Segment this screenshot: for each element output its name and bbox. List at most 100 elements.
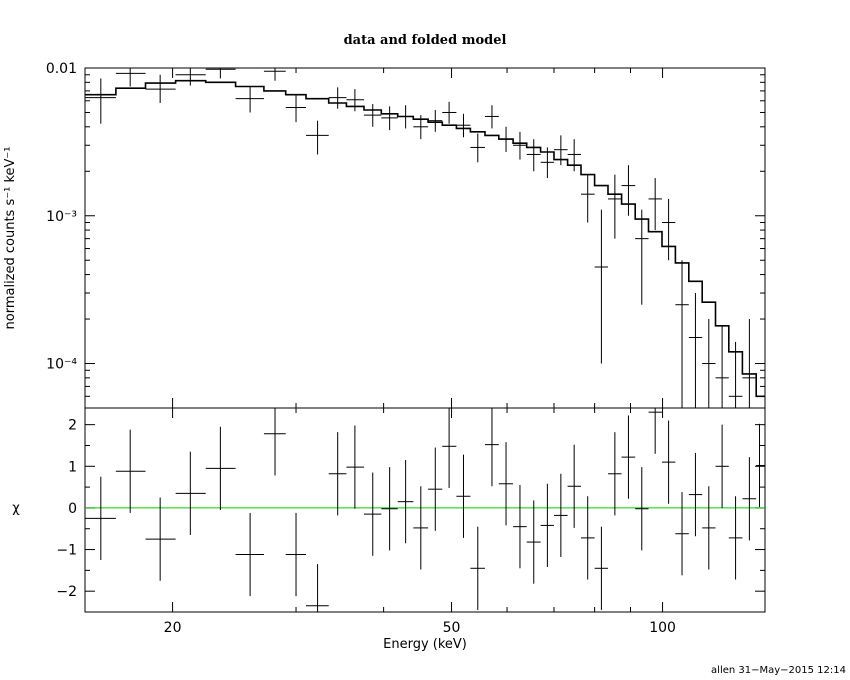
y-tick-label: −2 — [56, 584, 77, 600]
x-tick-label: 20 — [164, 620, 182, 636]
residual-point — [540, 483, 554, 568]
y-tick-label: 10⁻⁴ — [46, 357, 77, 373]
residual-point — [85, 476, 116, 560]
data-point — [715, 325, 729, 408]
x-tick-label: 50 — [443, 620, 461, 636]
y-tick-label: −1 — [56, 543, 77, 559]
residual-point — [715, 424, 729, 508]
data-point — [635, 209, 649, 305]
residual-point — [363, 472, 382, 556]
residual-point — [621, 415, 636, 499]
residual-point — [175, 451, 206, 535]
model-step-line — [85, 79, 765, 398]
residual-point — [470, 526, 485, 610]
spectrum-data-points — [85, 68, 757, 408]
residual-point — [675, 492, 689, 576]
data-point — [742, 319, 757, 408]
data-point — [581, 174, 595, 223]
data-point — [397, 105, 414, 129]
data-point — [553, 135, 568, 166]
data-point — [702, 319, 716, 408]
residual-point — [456, 454, 471, 538]
residual-point — [648, 408, 662, 454]
data-point — [413, 115, 429, 140]
residual-point — [567, 444, 582, 528]
data-point — [381, 106, 398, 131]
residual-point — [235, 512, 264, 597]
x-tick-label: 100 — [649, 620, 676, 636]
data-point — [484, 105, 499, 129]
data-point — [608, 174, 622, 239]
residual-point — [484, 408, 499, 487]
spectrum-y-ticks: 0.01 10⁻³ 10⁻⁴ — [46, 61, 765, 409]
residual-x-ticks: 20 50 100 — [164, 408, 676, 636]
data-point — [115, 68, 146, 87]
residual-point — [346, 425, 364, 509]
residual-point — [428, 447, 443, 531]
data-point — [428, 109, 443, 132]
spectrum-y-axis-label: normalized counts s⁻¹ keV⁻¹ — [3, 147, 18, 330]
chart-title: data and folded model — [344, 33, 507, 48]
y-tick-label: 0 — [68, 501, 77, 517]
residual-point — [498, 442, 514, 526]
residual-point — [742, 457, 757, 541]
residual-point — [263, 408, 286, 476]
residual-point — [635, 467, 649, 551]
data-point — [235, 86, 264, 113]
data-point — [470, 133, 485, 163]
data-point — [540, 147, 554, 179]
data-point — [85, 78, 116, 124]
residual-point — [581, 496, 595, 580]
data-point — [728, 341, 743, 408]
data-point — [205, 68, 236, 79]
x-axis-label: Energy (keV) — [383, 637, 467, 652]
spectrum-x-ticks — [172, 68, 664, 408]
y-tick-label: 0.01 — [46, 61, 77, 77]
data-point — [175, 68, 206, 86]
residual-panel: 2 1 0 −1 −2 20 50 100 — [56, 407, 766, 636]
data-point — [675, 260, 689, 408]
folded-model — [85, 79, 765, 398]
data-point — [513, 131, 527, 160]
data-point — [263, 68, 286, 81]
residual-point — [594, 526, 609, 610]
data-point — [594, 209, 609, 364]
residual-point — [442, 408, 457, 488]
residual-point — [702, 486, 716, 570]
data-point — [621, 165, 636, 216]
residual-point — [728, 496, 743, 580]
data-point — [498, 126, 514, 153]
residual-point — [756, 423, 765, 508]
residual-data-points — [85, 408, 765, 612]
data-point — [363, 104, 382, 127]
residual-point — [526, 500, 541, 584]
residual-y-axis-label: χ — [12, 501, 20, 516]
data-point — [661, 198, 676, 261]
residual-point — [381, 467, 398, 551]
residual-point — [413, 486, 429, 570]
residual-point — [688, 452, 703, 537]
residual-point — [661, 420, 676, 504]
residual-point — [285, 512, 307, 597]
residual-point — [553, 473, 568, 558]
residual-point — [608, 432, 622, 516]
y-tick-label: 1 — [68, 459, 77, 475]
footer-stamp: allen 31−May−2015 12:14 — [711, 665, 846, 676]
data-point — [526, 139, 541, 172]
residual-point — [145, 497, 176, 581]
data-point — [306, 120, 329, 155]
data-point — [648, 178, 662, 231]
data-point — [145, 74, 176, 103]
data-point — [442, 101, 457, 124]
spectrum-panel: 0.01 10⁻³ 10⁻⁴ — [46, 61, 766, 409]
residual-point — [205, 426, 236, 510]
data-point — [688, 293, 703, 408]
y-tick-label: 2 — [68, 418, 77, 434]
data-point — [456, 113, 471, 138]
data-point — [346, 89, 364, 112]
residual-point — [328, 432, 347, 516]
residual-y-ticks: 2 1 0 −1 −2 — [56, 418, 765, 613]
residual-point — [306, 564, 329, 612]
data-point — [285, 94, 307, 123]
